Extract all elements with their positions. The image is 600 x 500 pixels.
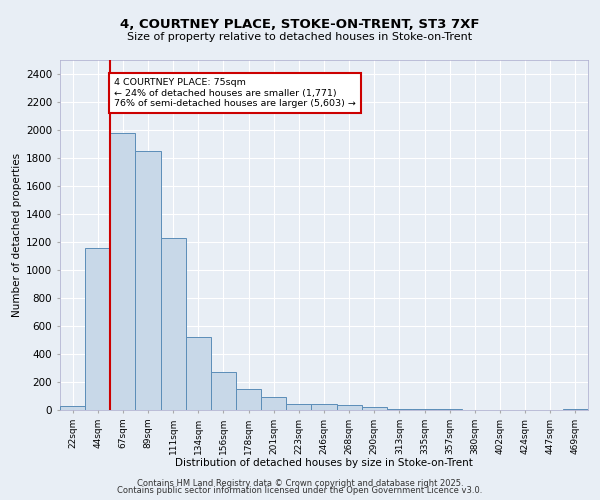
Bar: [236, 389, 261, 410]
Bar: [387, 408, 412, 410]
Bar: [211, 372, 236, 410]
X-axis label: Distribution of detached houses by size in Stoke-on-Trent: Distribution of detached houses by size …: [175, 458, 473, 468]
Text: Contains HM Land Registry data © Crown copyright and database right 2025.: Contains HM Land Registry data © Crown c…: [137, 478, 463, 488]
Y-axis label: Number of detached properties: Number of detached properties: [12, 153, 22, 317]
Bar: [286, 404, 311, 410]
Bar: [110, 133, 136, 410]
Bar: [311, 404, 337, 410]
Bar: [60, 406, 85, 410]
Text: 4 COURTNEY PLACE: 75sqm
← 24% of detached houses are smaller (1,771)
76% of semi: 4 COURTNEY PLACE: 75sqm ← 24% of detache…: [114, 78, 356, 108]
Bar: [161, 238, 186, 410]
Bar: [136, 151, 161, 410]
Text: Size of property relative to detached houses in Stoke-on-Trent: Size of property relative to detached ho…: [127, 32, 473, 42]
Bar: [337, 405, 362, 410]
Bar: [261, 398, 286, 410]
Text: Contains public sector information licensed under the Open Government Licence v3: Contains public sector information licen…: [118, 486, 482, 495]
Bar: [85, 248, 110, 410]
Text: 4, COURTNEY PLACE, STOKE-ON-TRENT, ST3 7XF: 4, COURTNEY PLACE, STOKE-ON-TRENT, ST3 7…: [120, 18, 480, 30]
Bar: [362, 407, 387, 410]
Bar: [186, 337, 211, 410]
